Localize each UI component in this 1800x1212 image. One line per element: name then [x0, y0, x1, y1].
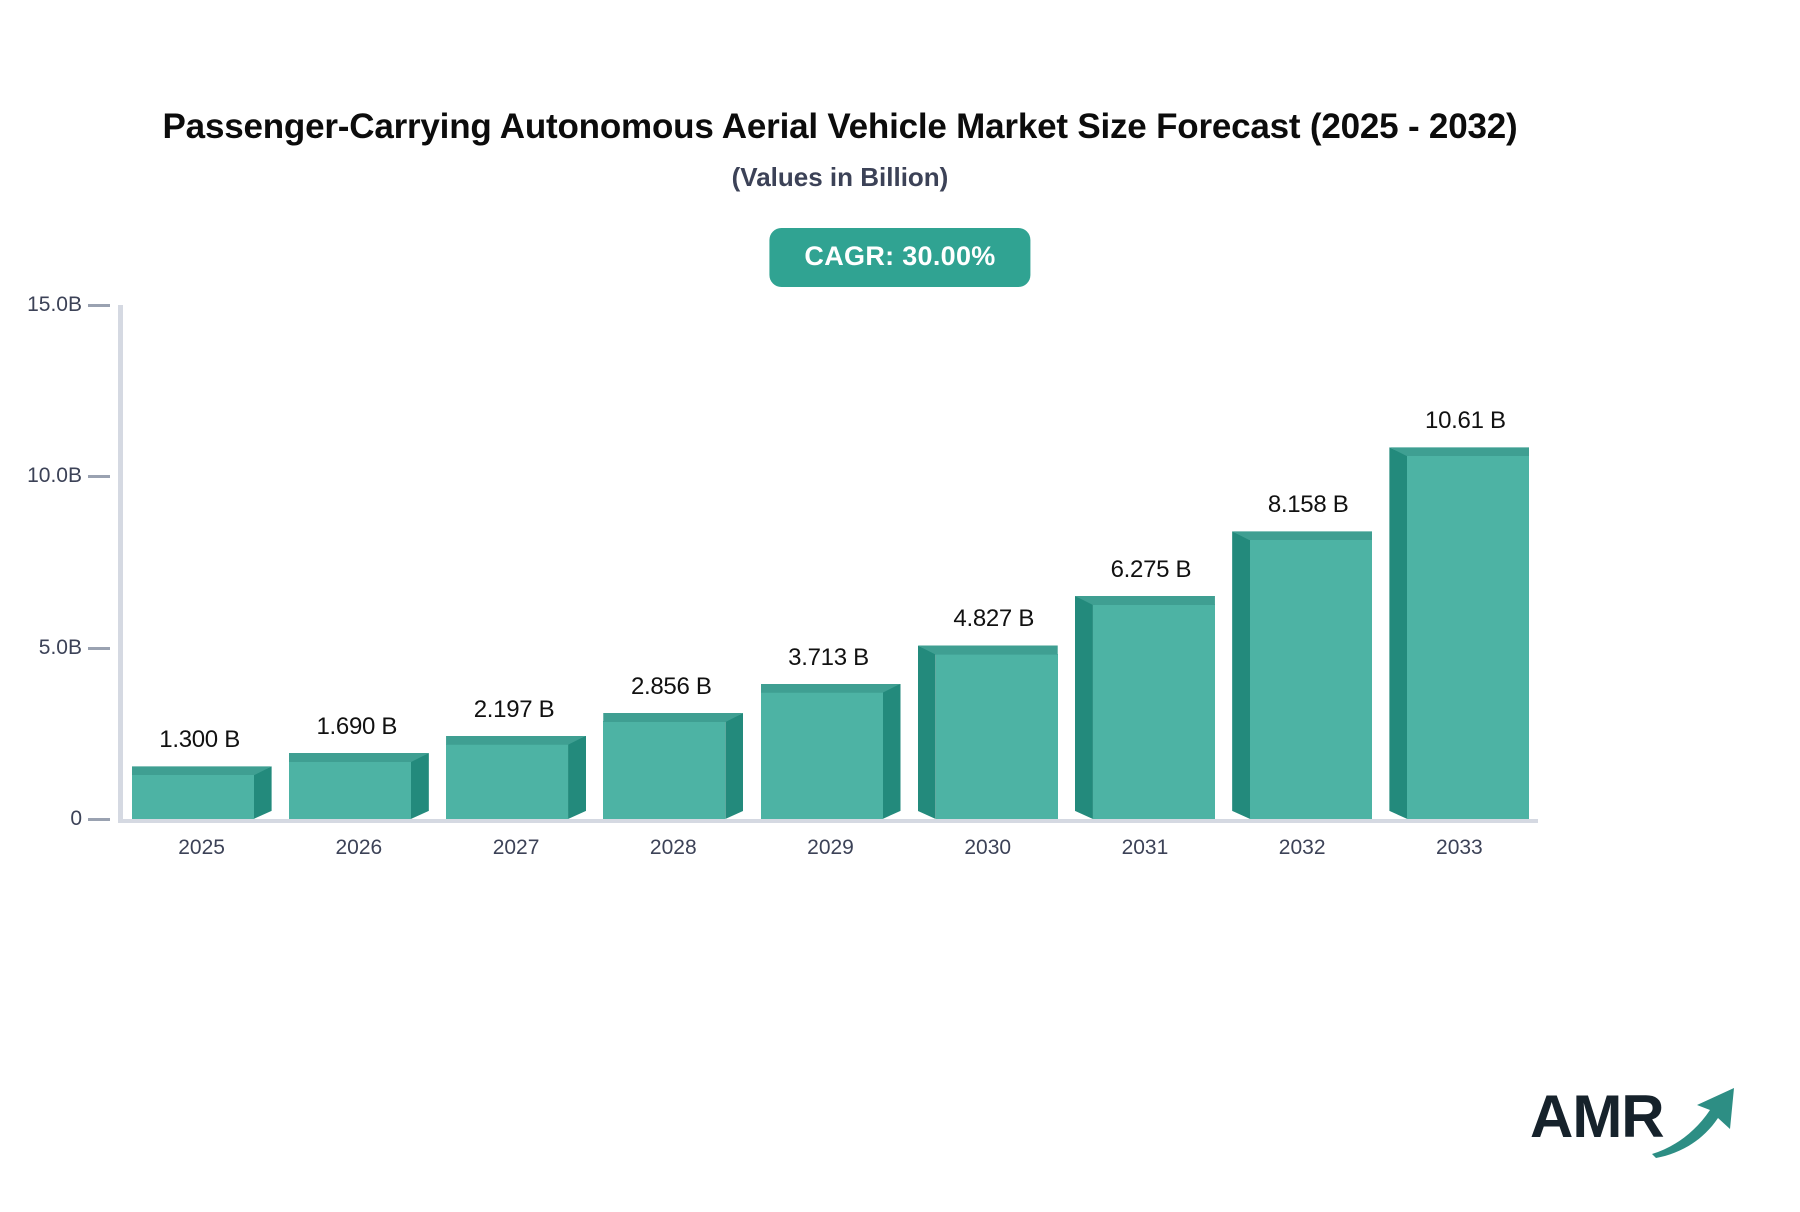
y-axis-label: 10.0B — [27, 464, 82, 488]
y-axis-tick — [88, 475, 110, 479]
bar-value-label: 4.827 B — [953, 605, 1035, 633]
chart-subtitle: (Values in Billion) — [731, 162, 949, 193]
bar-value-label: 1.300 B — [159, 726, 240, 754]
bar-side-face — [1074, 595, 1093, 819]
bar-side-face — [917, 645, 936, 819]
y-axis-tick — [88, 818, 110, 821]
bar-front-face — [603, 721, 726, 819]
bar-top-face — [288, 752, 429, 763]
bar-top-face — [760, 683, 901, 693]
amr-logo-text: AMR — [1530, 1083, 1665, 1150]
bar-top-face — [131, 766, 272, 776]
bar-value-label: 8.158 B — [1267, 491, 1349, 519]
x-axis-label-2028: 2028 — [649, 836, 697, 859]
bar-front-face — [1092, 603, 1215, 819]
bar-front-face — [131, 774, 254, 819]
bar-side-face — [410, 752, 429, 819]
x-axis-label-2033: 2033 — [1436, 836, 1483, 859]
amr-logo: AMR — [1530, 1072, 1745, 1164]
bar-front-face — [446, 743, 569, 819]
y-axis-label: 0 — [70, 807, 82, 830]
bar-top-face — [917, 645, 1058, 655]
y-axis-label: 5.0B — [38, 635, 82, 659]
title-block: Passenger-Carrying Autonomous Aerial Veh… — [120, 104, 1560, 193]
bar-value-label: 3.713 B — [788, 643, 869, 671]
bar-front-face — [935, 653, 1058, 819]
bar-top-face — [446, 735, 587, 745]
bar-front-face — [1250, 539, 1373, 819]
bar-value-label: 10.61 B — [1425, 407, 1506, 435]
y-axis-label: 15.0B — [27, 293, 82, 316]
x-axis-label-2026: 2026 — [335, 836, 383, 859]
bar-top-face — [1232, 531, 1373, 541]
bar-front-face — [760, 691, 883, 819]
bar-front-face — [288, 761, 411, 819]
bar-front-face — [1407, 455, 1530, 819]
y-axis-line — [118, 305, 123, 821]
y-axis-tick — [88, 304, 110, 307]
x-axis-label-2029: 2029 — [807, 836, 854, 859]
bar-side-face — [1232, 531, 1251, 819]
bar-value-label: 2.856 B — [630, 673, 712, 701]
x-axis-label-2032: 2032 — [1278, 836, 1326, 859]
x-axis-label-2025: 2025 — [178, 836, 225, 859]
bar-top-face — [603, 713, 744, 723]
bar-top-face — [1389, 447, 1530, 457]
bar-side-face — [253, 766, 272, 819]
x-axis-label-2027: 2027 — [492, 836, 540, 859]
x-axis-line — [118, 819, 1538, 823]
bar-side-face — [882, 683, 901, 819]
bar-top-face — [1074, 595, 1215, 605]
x-axis-label-2030: 2030 — [964, 836, 1012, 859]
bar-value-label: 1.690 B — [316, 712, 398, 740]
bar-value-label: 6.275 B — [1110, 555, 1192, 583]
y-axis-tick — [88, 646, 110, 650]
growth-arrow-icon — [1652, 1088, 1734, 1158]
x-axis-label-2031: 2031 — [1121, 836, 1169, 859]
page-title: Passenger-Carrying Autonomous Aerial Veh… — [162, 107, 1518, 146]
bar-value-label: 2.197 B — [473, 695, 555, 723]
bar-side-face — [725, 713, 744, 819]
cagr-badge: CAGR: 30.00% — [769, 228, 1031, 287]
bar-side-face — [568, 735, 587, 819]
bar-side-face — [1389, 447, 1408, 819]
